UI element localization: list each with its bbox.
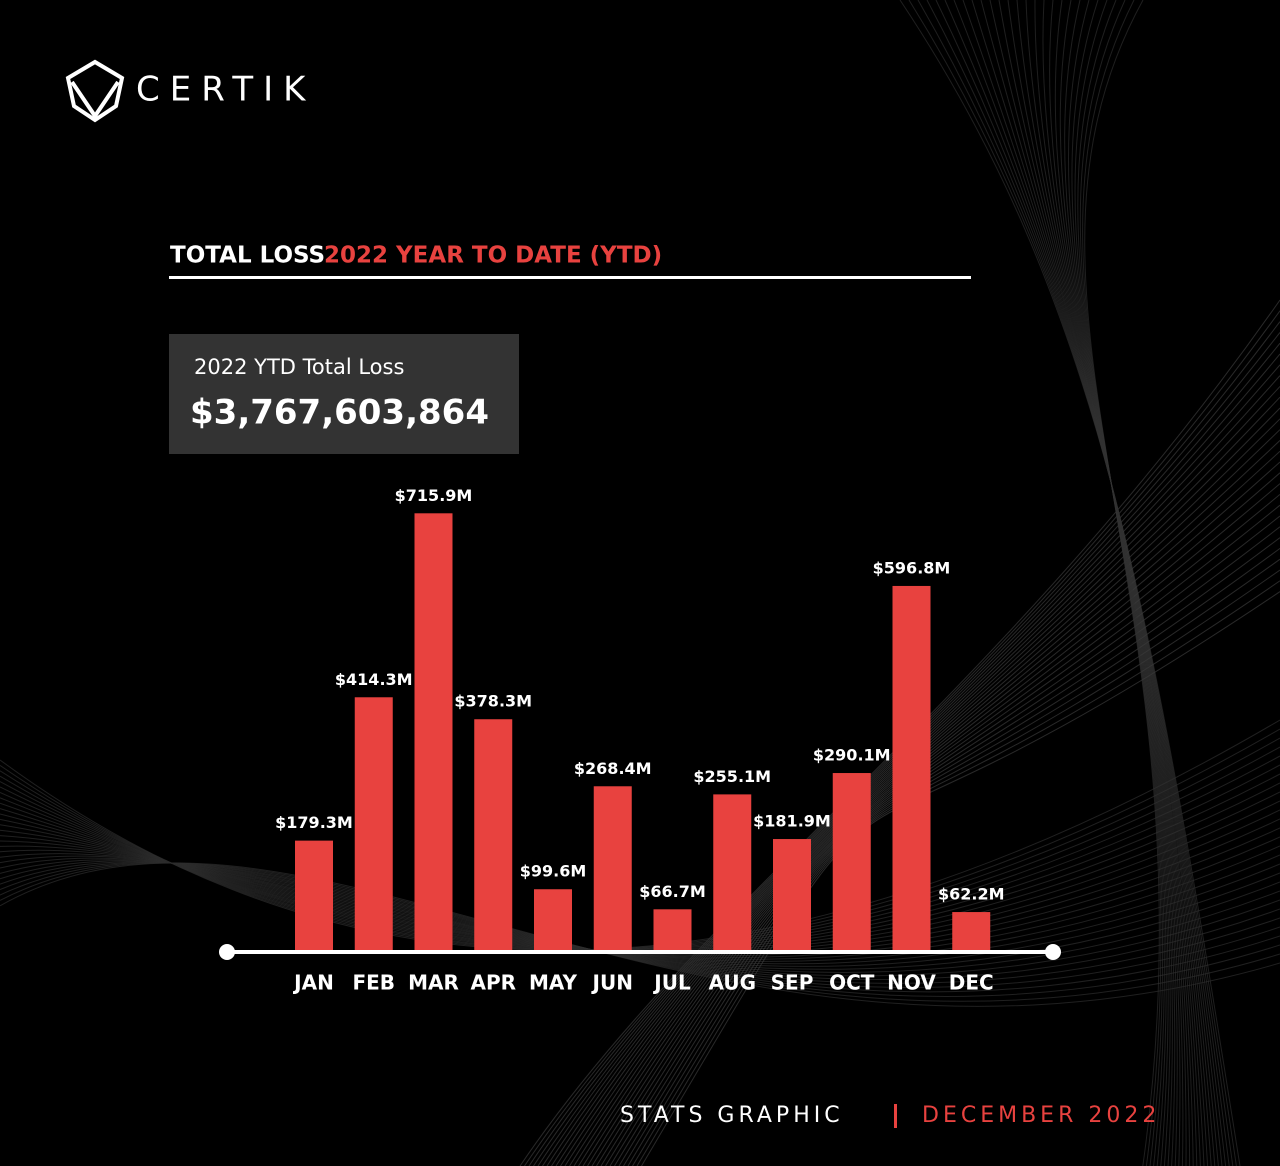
- value-label: $715.9M: [395, 486, 473, 505]
- chart-title: TOTAL LOSS: [170, 243, 325, 269]
- logo-shield: [65, 59, 125, 123]
- baseline-end: [1045, 944, 1061, 960]
- wave-line: [641, 591, 1280, 1166]
- brand: CERTIK: [136, 70, 315, 110]
- wave-line: [627, 558, 1280, 1166]
- wave-line: [609, 515, 1280, 1166]
- summary-box: [169, 334, 519, 454]
- baseline: [225, 950, 1055, 954]
- x-tick-label: NOV: [887, 971, 936, 995]
- footer-label: STATS GRAPHIC: [620, 1103, 844, 1128]
- bar: [713, 794, 752, 950]
- wave-line: [1084, 0, 1160, 1166]
- x-tick-label: JUL: [652, 971, 691, 995]
- bar: [653, 909, 692, 950]
- value-label: $62.2M: [938, 885, 1005, 904]
- value-label: $596.8M: [873, 558, 951, 577]
- bar: [952, 912, 991, 950]
- value-label: $181.9M: [753, 812, 831, 831]
- x-tick-label: OCT: [829, 971, 875, 995]
- wave-line: [587, 461, 1280, 1166]
- value-label: $99.6M: [520, 862, 587, 881]
- footer-separator: [894, 1104, 897, 1128]
- x-tick-label: MAY: [529, 971, 577, 995]
- bar: [474, 719, 513, 950]
- value-label: $268.4M: [574, 759, 652, 778]
- bar: [832, 773, 871, 950]
- logo: CERTIK: [65, 59, 315, 123]
- logo-mark: [70, 80, 120, 120]
- x-tick-label: FEB: [352, 971, 395, 995]
- value-label: $66.7M: [639, 882, 706, 901]
- bar: [773, 839, 811, 950]
- title-underline: [169, 276, 971, 279]
- chart-subtitle: 2022 YEAR TO DATE (YTD): [324, 243, 662, 269]
- x-tick-label: JUN: [591, 971, 633, 995]
- wave-line: [591, 472, 1280, 1166]
- summary-label: 2022 YTD Total Loss: [194, 355, 404, 379]
- x-tick-label: JAN: [292, 971, 334, 995]
- wave-line: [623, 547, 1280, 1166]
- plot: $179.3M JAN $414.3M FEB $715.9M MAR $378.3M APR…: [275, 486, 1004, 995]
- bar: [593, 786, 632, 950]
- wave-line: [632, 569, 1280, 1166]
- wave-line: [636, 580, 1280, 1166]
- bar: [534, 889, 572, 950]
- value-label: $378.3M: [454, 692, 532, 711]
- value-label: $290.1M: [813, 746, 891, 765]
- x-tick-label: MAR: [408, 971, 459, 995]
- summary-value: $3,767,603,864: [190, 393, 489, 433]
- wave-line: [618, 537, 1280, 1166]
- wave-line: [600, 494, 1280, 1166]
- bar: [354, 697, 393, 950]
- footer-date: DECEMBER 2022: [922, 1103, 1160, 1128]
- baseline-end: [219, 944, 235, 960]
- x-tick-label: APR: [470, 971, 516, 995]
- x-tick-label: DEC: [949, 971, 994, 995]
- x-tick-label: SEP: [771, 971, 814, 995]
- bar: [892, 585, 931, 950]
- wave-line: [614, 526, 1280, 1166]
- x-tick-label: AUG: [708, 971, 756, 995]
- bar: [295, 840, 333, 950]
- wave-line: [605, 504, 1280, 1166]
- bar: [414, 513, 453, 950]
- value-label: $179.3M: [275, 813, 353, 832]
- value-label: $255.1M: [693, 767, 771, 786]
- value-label: $414.3M: [335, 670, 413, 689]
- wave-line: [596, 483, 1280, 1166]
